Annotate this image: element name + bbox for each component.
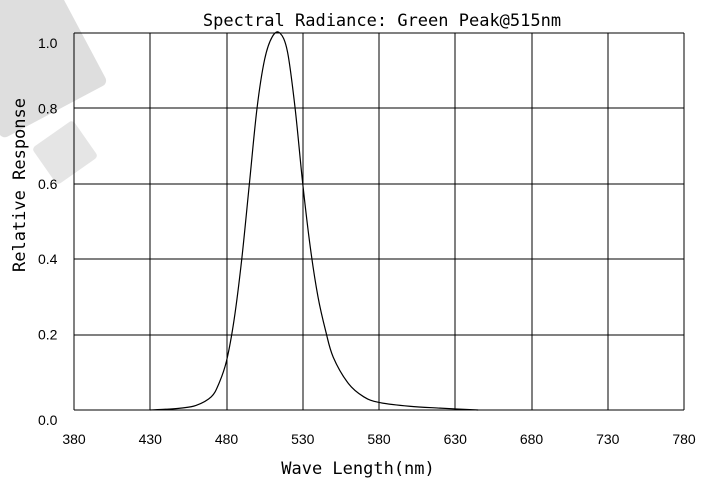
x-tick-label: 480 [215,431,239,447]
y-tick-label: 0.0 [38,412,58,428]
y-tick-label: 0.2 [38,327,58,343]
x-tick-label: 730 [596,431,620,447]
x-tick-label: 580 [367,431,391,447]
x-tick-label: 380 [62,431,86,447]
x-tick-label: 680 [520,431,544,447]
y-tick-label: 1.0 [38,35,58,51]
spectral-curve [150,31,479,411]
x-tick-label: 530 [291,431,315,447]
y-tick-label: 0.6 [38,176,58,192]
y-tick-label: 0.4 [38,251,58,267]
x-tick-labels: 380 430 480 530 580 630 680 730 780 [62,431,696,447]
y-axis-label: Relative Response [10,98,30,272]
x-tick-label: 780 [672,431,696,447]
grid-lines [73,32,685,411]
x-axis-label: Wave Length(nm) [281,459,435,479]
x-tick-label: 630 [444,431,468,447]
x-tick-label: 430 [139,431,163,447]
chart-title: Spectral Radiance: Green Peak@515nm [203,11,561,31]
y-tick-label: 0.8 [38,100,58,116]
y-tick-labels: 0.0 0.2 0.4 0.6 0.8 1.0 [38,35,58,428]
